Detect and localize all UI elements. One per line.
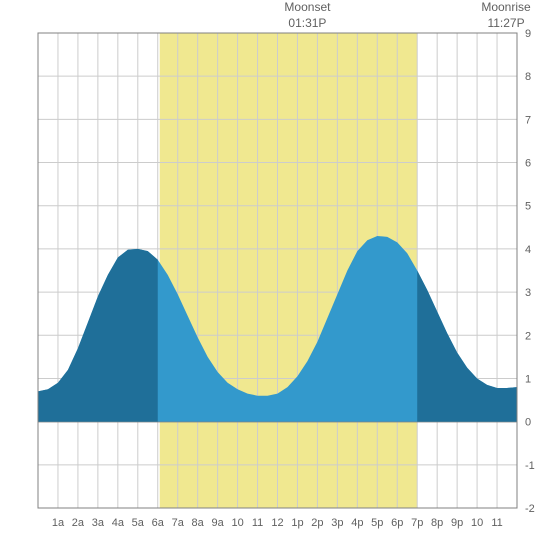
svg-text:2p: 2p: [311, 517, 323, 529]
svg-text:8: 8: [525, 71, 531, 83]
svg-text:9a: 9a: [212, 517, 225, 529]
moonset-time: 01:31P: [277, 16, 337, 32]
svg-text:1p: 1p: [291, 517, 303, 529]
svg-text:3: 3: [525, 287, 531, 299]
svg-text:-2: -2: [525, 503, 535, 515]
moonset-label: Moonset 01:31P: [277, 0, 337, 31]
svg-text:8a: 8a: [192, 517, 205, 529]
svg-text:4p: 4p: [351, 517, 363, 529]
moonrise-title: Moonrise: [476, 0, 536, 16]
svg-text:5p: 5p: [371, 517, 383, 529]
moonrise-label: Moonrise 11:27P: [476, 0, 536, 31]
svg-text:1a: 1a: [52, 517, 65, 529]
svg-text:0: 0: [525, 417, 531, 429]
svg-text:2a: 2a: [72, 517, 85, 529]
svg-text:4a: 4a: [112, 517, 125, 529]
svg-text:5: 5: [525, 201, 531, 213]
svg-text:6: 6: [525, 158, 531, 170]
svg-text:7p: 7p: [411, 517, 423, 529]
svg-text:3a: 3a: [92, 517, 105, 529]
svg-text:10: 10: [231, 517, 243, 529]
tide-chart: Moonset 01:31P Moonrise 11:27P -2-101234…: [0, 0, 550, 550]
svg-text:4: 4: [525, 244, 531, 256]
svg-text:6p: 6p: [391, 517, 403, 529]
svg-text:5a: 5a: [132, 517, 145, 529]
svg-text:-1: -1: [525, 460, 535, 472]
moonrise-time: 11:27P: [476, 16, 536, 32]
svg-text:11: 11: [491, 517, 502, 529]
svg-text:6a: 6a: [152, 517, 165, 529]
svg-text:3p: 3p: [331, 517, 343, 529]
svg-text:7: 7: [525, 114, 531, 126]
moonset-title: Moonset: [277, 0, 337, 16]
svg-text:11: 11: [252, 517, 263, 529]
svg-text:1: 1: [525, 373, 531, 385]
svg-text:9p: 9p: [451, 517, 463, 529]
svg-text:2: 2: [525, 330, 531, 342]
svg-text:8p: 8p: [431, 517, 443, 529]
svg-text:12: 12: [271, 517, 283, 529]
svg-text:7a: 7a: [172, 517, 185, 529]
svg-text:10: 10: [471, 517, 483, 529]
chart-svg: -2-101234567891a2a3a4a5a6a7a8a9a1011121p…: [0, 0, 550, 550]
